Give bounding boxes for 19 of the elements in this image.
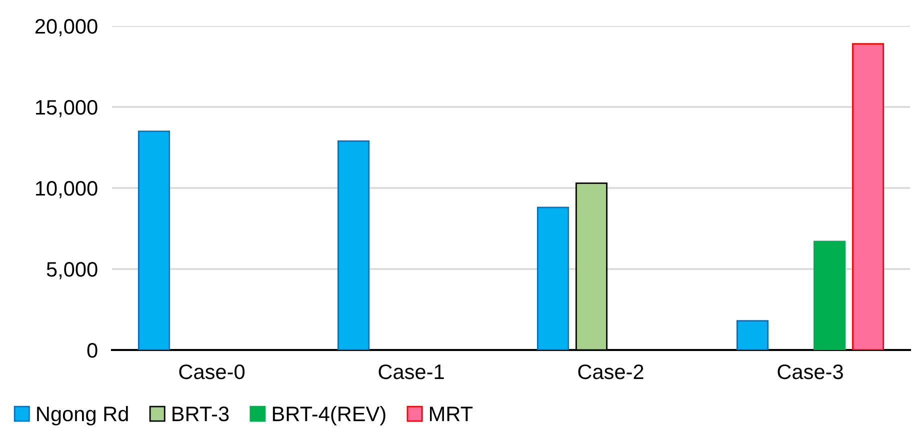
x-tick-label: Case-2 [578, 364, 644, 380]
legend-label: Ngong Rd [37, 406, 128, 426]
x-tick-label: Case-1 [378, 364, 444, 380]
y-tick-label: 5,000 [46, 262, 98, 280]
y-tick-label: 10,000 [36, 181, 98, 198]
x-tick-label: Case-0 [179, 364, 245, 380]
bar [536, 206, 569, 350]
bar [138, 130, 170, 350]
bar [814, 240, 846, 350]
x-tick-label: Case-3 [778, 364, 843, 380]
legend-label: MRT [430, 406, 473, 422]
y-tick-label: 20,000 [35, 19, 98, 36]
y-tick-label: 15,000 [36, 100, 98, 118]
y-tick-label: 0 [87, 343, 98, 358]
legend-label: BRT-4(REV) [272, 406, 386, 426]
bar [852, 43, 884, 350]
bar [736, 320, 768, 350]
legend-label: BRT-3 [172, 406, 229, 422]
bar [337, 140, 370, 350]
